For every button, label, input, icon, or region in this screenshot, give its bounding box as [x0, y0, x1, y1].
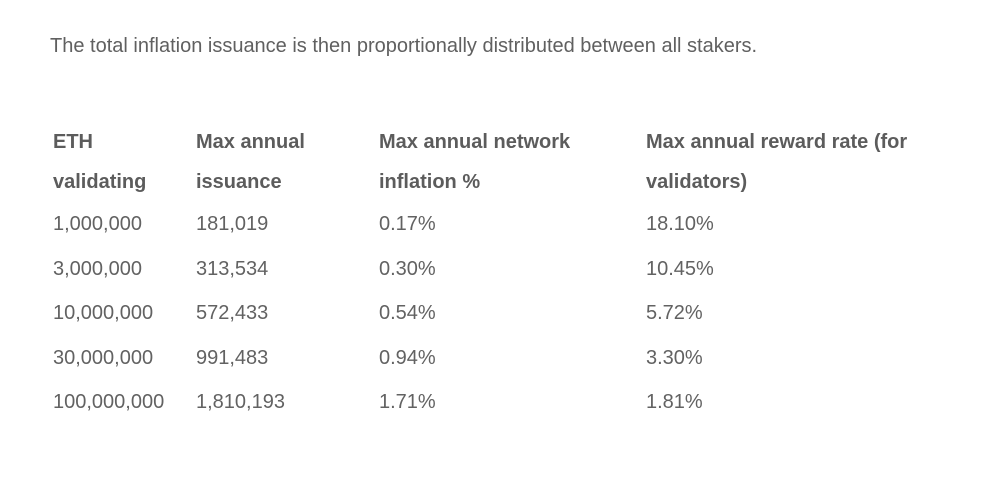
cell-reward-rate: 1.81% [646, 391, 703, 413]
cell-reward-rate: 10.45% [646, 257, 714, 280]
cell-reward-rate: 18.10% [646, 213, 714, 235]
header-row: ETH validating Max annual issuance Max a… [46, 122, 939, 206]
cell-network-inflation: 0.30% [379, 257, 436, 280]
cell-reward-rate: 5.72% [646, 302, 703, 324]
cell-eth-validating: 100,000,000 [53, 391, 165, 413]
table-row: 3,000,000 313,534 0.30% 10.45% [46, 251, 939, 296]
table-row: 100,000,000 1,810,193 1.71% 1.81% [46, 384, 939, 429]
cell-max-annual-issuance: 572,433 [196, 302, 269, 324]
cell-eth-validating: 30,000,000 [53, 346, 154, 369]
inflation-table: ETH validating Max annual issuance Max a… [46, 122, 939, 429]
header-max-annual-network-inflation: Max annual network inflation % [379, 131, 571, 193]
cell-eth-validating: 1,000,000 [53, 213, 142, 235]
cell-max-annual-issuance: 313,534 [196, 257, 269, 280]
header-eth-validating: ETH validating [53, 131, 147, 193]
cell-network-inflation: 0.54% [379, 302, 436, 324]
cell-max-annual-issuance: 181,019 [196, 213, 269, 235]
table-body: 1,000,000 181,019 0.17% 18.10% 3,000,000… [46, 206, 939, 429]
header-max-annual-issuance: Max annual issuance [196, 131, 305, 193]
cell-reward-rate: 3.30% [646, 346, 703, 369]
table-row: 10,000,000 572,433 0.54% 5.72% [46, 295, 939, 340]
cell-eth-validating: 10,000,000 [53, 302, 154, 324]
table-row: 30,000,000 991,483 0.94% 3.30% [46, 340, 939, 385]
cell-network-inflation: 0.17% [379, 213, 436, 235]
cell-eth-validating: 3,000,000 [53, 257, 142, 280]
cell-max-annual-issuance: 1,810,193 [196, 391, 285, 413]
cell-max-annual-issuance: 991,483 [196, 346, 269, 369]
header-max-annual-reward-rate: Max annual reward rate (for validators) [646, 131, 908, 193]
intro-paragraph: The total inflation issuance is then pro… [50, 35, 758, 57]
cell-network-inflation: 1.71% [379, 391, 436, 413]
cell-network-inflation: 0.94% [379, 346, 436, 369]
table-header: ETH validating Max annual issuance Max a… [46, 122, 939, 206]
table-row: 1,000,000 181,019 0.17% 18.10% [46, 206, 939, 251]
